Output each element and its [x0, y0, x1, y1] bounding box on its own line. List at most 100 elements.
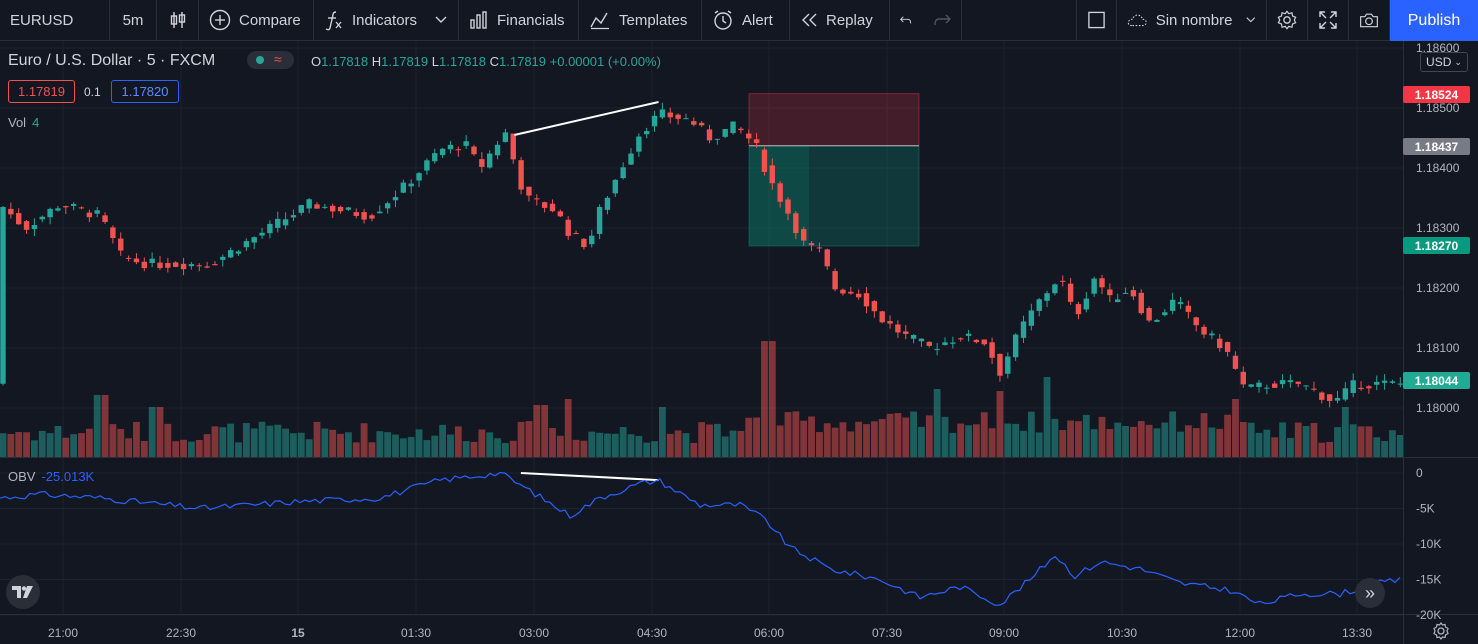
obv-legend[interactable]: OBV -25.013K	[8, 469, 94, 484]
time-axis-settings-gear-icon[interactable]	[1432, 622, 1450, 640]
candle-body	[447, 144, 454, 150]
candle-body	[78, 207, 85, 209]
time-tick-label: 13:30	[1342, 626, 1372, 640]
candle-body	[47, 208, 53, 218]
publish-button[interactable]: Publish	[1390, 0, 1478, 41]
volume-bar	[392, 434, 399, 457]
volume-bar	[549, 428, 556, 457]
templates-button[interactable]: Templates	[579, 0, 702, 40]
volume-bar	[1098, 416, 1106, 457]
candle-body	[235, 251, 242, 254]
ohlc-values: O1.17818 H1.17819 L1.17818 C1.17819 +0.0…	[311, 54, 661, 69]
volume-bar	[1090, 429, 1098, 457]
volume-bar	[1020, 430, 1027, 457]
candle-body	[1162, 312, 1168, 316]
volume-bar	[46, 433, 54, 457]
symbol-search-button[interactable]: EURUSD	[0, 0, 110, 40]
symbol-title[interactable]: Euro / U.S. Dollar · 5 · FXCM	[8, 52, 216, 69]
volume-bar	[988, 428, 996, 457]
volume-bar	[957, 423, 965, 457]
financials-button[interactable]: Financials	[459, 0, 579, 40]
candle-body	[518, 160, 524, 190]
interval-button[interactable]: 5m	[110, 0, 157, 40]
snapshot-button[interactable]	[1349, 0, 1390, 40]
obv-tick-label: -5K	[1416, 502, 1435, 516]
candle-body	[1224, 342, 1231, 352]
candle-body	[958, 338, 964, 340]
volume-bar	[242, 423, 250, 457]
short-position-tool[interactable]	[748, 93, 920, 247]
undo-button[interactable]	[890, 0, 922, 40]
volume-bar	[1373, 437, 1381, 457]
volume-bar	[329, 429, 337, 457]
volume-bar	[1169, 411, 1177, 457]
candle-body	[1099, 278, 1105, 288]
volume-bar	[1200, 413, 1208, 457]
sell-price-box[interactable]: 1.17819	[8, 80, 75, 103]
volume-bar	[1075, 421, 1082, 457]
entry-price-tag: 1.18437	[1403, 138, 1470, 155]
candle-body	[1366, 386, 1372, 389]
camera-icon	[1360, 13, 1378, 28]
volume-bar	[219, 427, 227, 457]
volume-bar	[439, 424, 446, 457]
candle-body	[840, 289, 846, 294]
volume-bar	[1279, 422, 1286, 457]
currency-select[interactable]: USD ⌄	[1420, 52, 1468, 72]
compare-button[interactable]: Compare	[199, 0, 314, 40]
redo-button[interactable]	[922, 0, 962, 40]
layout-select-button[interactable]	[1077, 0, 1117, 40]
plus-circle-icon	[209, 9, 231, 31]
candle-body	[746, 133, 752, 139]
volume-bar	[62, 437, 70, 457]
square-layout-icon	[1088, 11, 1105, 29]
candle-body	[965, 333, 972, 336]
alert-button[interactable]: Alert	[702, 0, 790, 40]
candle-body	[1044, 293, 1050, 301]
candle-body	[1240, 371, 1246, 385]
replay-button[interactable]: Replay	[790, 0, 890, 40]
indicators-button[interactable]: Indicators	[314, 0, 459, 40]
volume-bar	[1216, 428, 1224, 457]
close-value: 1.17819	[499, 54, 547, 69]
volume-bar	[996, 391, 1004, 457]
candle-body	[534, 198, 540, 200]
candle-body	[384, 203, 391, 209]
volume-bar	[125, 438, 132, 457]
settings-button[interactable]	[1267, 0, 1308, 40]
volume-legend[interactable]: Vol 4	[8, 115, 39, 130]
candle-body	[267, 223, 273, 234]
tradingview-logo[interactable]	[6, 575, 40, 609]
volume-bar	[1224, 414, 1231, 457]
candle-body	[1146, 308, 1152, 321]
candle-body	[63, 206, 69, 208]
chart-canvas[interactable]: 1.18600 1.18500 1.18400 1.18300 1.18200 1.181…	[0, 41, 1478, 644]
chart-type-button[interactable]	[157, 0, 199, 40]
trendlines[interactable]	[514, 101, 659, 482]
candle-body	[157, 262, 163, 269]
fullscreen-button[interactable]	[1308, 0, 1349, 40]
volume-bar	[1208, 427, 1216, 457]
volume-bar	[447, 434, 454, 457]
candle-body	[573, 233, 579, 235]
candle-body	[1374, 381, 1380, 385]
candle-body	[730, 121, 736, 134]
volume-bar	[588, 431, 596, 457]
low-value: 1.17818	[439, 54, 486, 69]
scroll-to-realtime-button[interactable]: »	[1355, 578, 1385, 608]
market-status-pill[interactable]: ≈	[247, 51, 294, 69]
candle-body	[589, 235, 595, 245]
buy-price-box[interactable]: 1.17820	[111, 80, 179, 103]
candle-body	[793, 213, 799, 234]
candle-body	[416, 173, 422, 181]
volume-bar	[1153, 428, 1161, 457]
candle-body	[769, 165, 775, 184]
candle-body	[86, 212, 93, 218]
candle-body	[1303, 385, 1309, 387]
chart-grid	[0, 41, 1403, 616]
candle-body	[1036, 299, 1042, 311]
layout-name-button[interactable]: Sin nombre	[1117, 0, 1267, 40]
candle-body	[55, 208, 61, 211]
candle-body	[31, 225, 38, 230]
volume-bar	[980, 412, 988, 457]
